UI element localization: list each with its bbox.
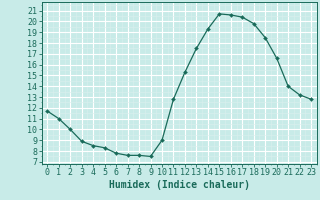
X-axis label: Humidex (Indice chaleur): Humidex (Indice chaleur) — [109, 180, 250, 190]
